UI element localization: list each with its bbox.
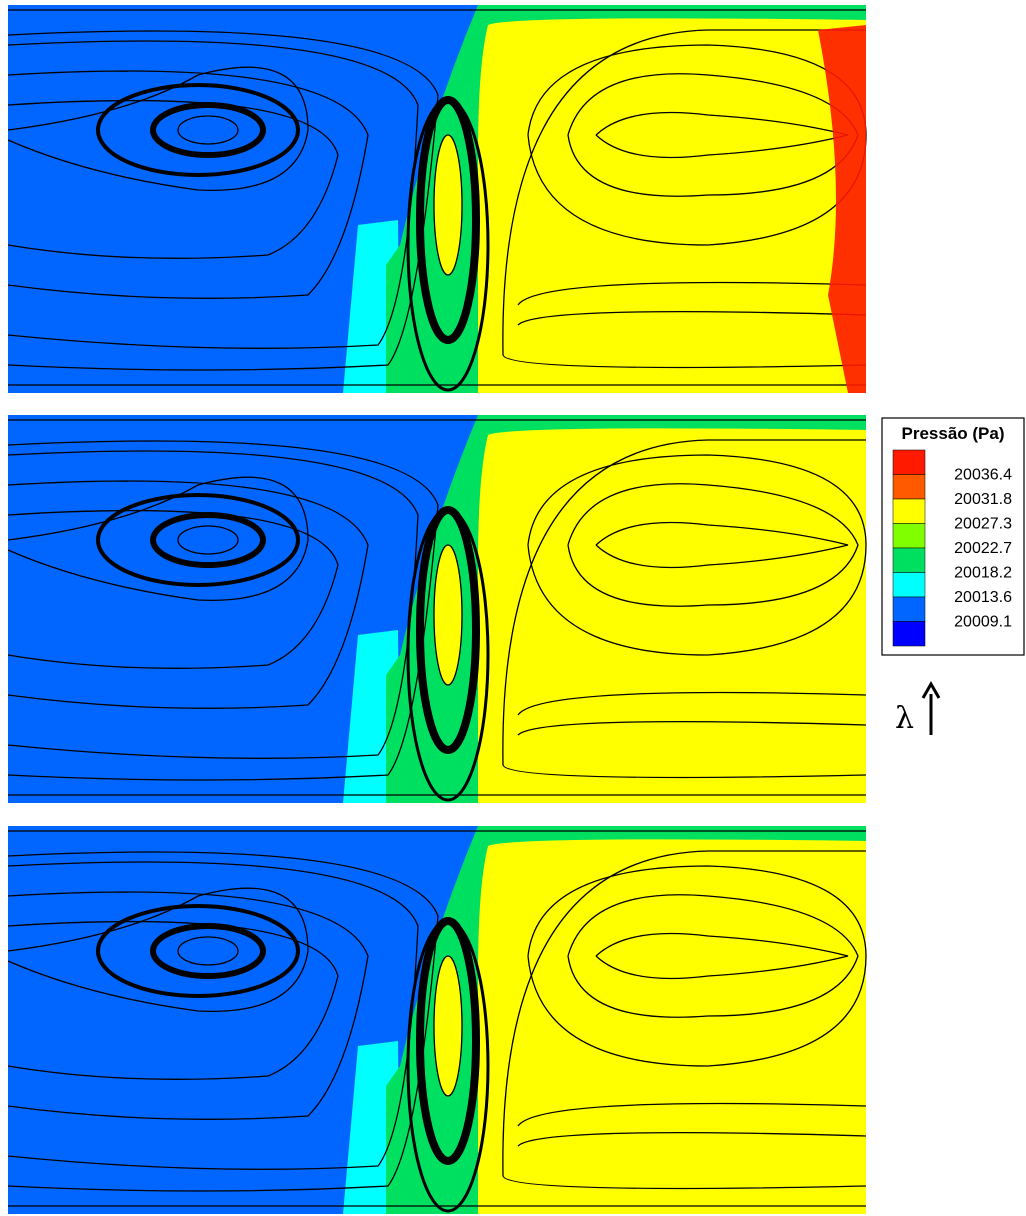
arrow (921, 680, 941, 735)
legend-title: Pressão (Pa) (902, 424, 1005, 443)
legend-swatch (892, 498, 926, 524)
legend-label: 20009.1 (954, 614, 1012, 631)
legend-label: 20022.7 (954, 540, 1012, 557)
legend-swatch (892, 474, 926, 500)
panel-3 (8, 826, 866, 1214)
legend-label: 20018.2 (954, 565, 1012, 582)
lambda-label: λ (895, 701, 914, 736)
legend-label: 20036.4 (954, 467, 1012, 484)
legend-label: 20031.8 (954, 491, 1012, 508)
legend: Pressão (Pa) 20036.4 20031.8 20027.3 20022.… (881, 417, 1025, 656)
legend-swatch (892, 572, 926, 598)
panel-1 (8, 5, 866, 393)
legend-swatch (892, 449, 926, 475)
panel-2 (8, 415, 866, 803)
legend-swatch (892, 523, 926, 549)
legend-label: 20027.3 (954, 516, 1012, 533)
legend-swatch (892, 547, 926, 573)
legend-label: 20013.6 (954, 589, 1012, 606)
legend-swatch (892, 621, 926, 647)
legend-swatch (892, 596, 926, 622)
